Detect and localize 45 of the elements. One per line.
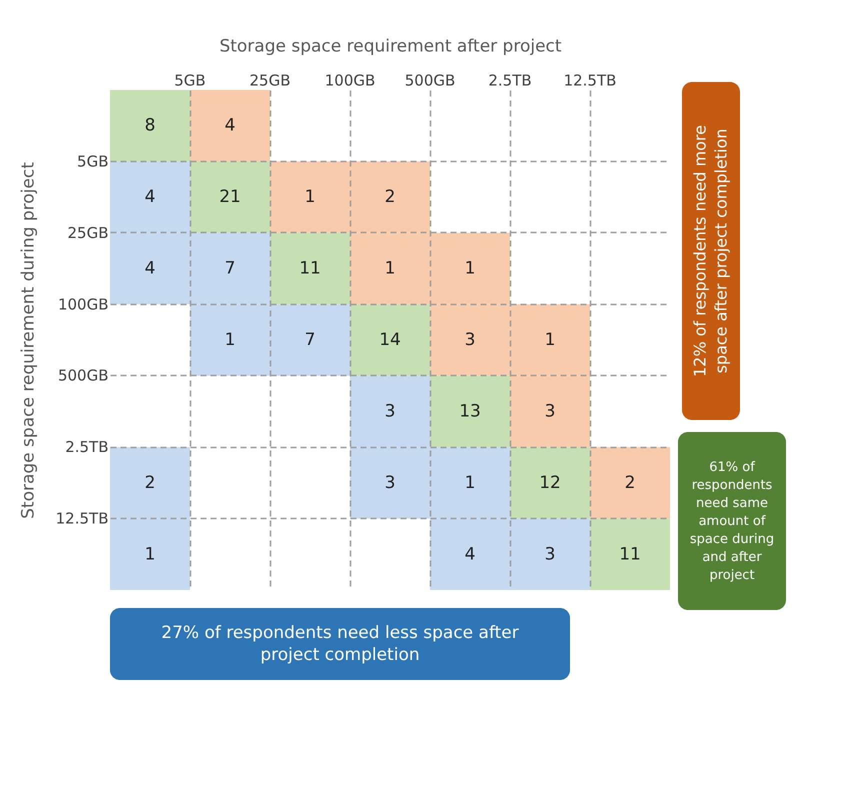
- y-tick-label: 25GB: [67, 224, 108, 242]
- data-label: 1: [224, 330, 236, 350]
- data-label: 1: [144, 544, 156, 564]
- data-label: 1: [544, 330, 556, 350]
- data-label: 4: [464, 544, 476, 564]
- x-tick-label: 5GB: [174, 72, 206, 90]
- y-tick-label: 100GB: [58, 295, 108, 314]
- y-tick-label: 12.5TB: [56, 510, 108, 528]
- data-label: 8: [144, 116, 156, 136]
- data-label: 21: [219, 187, 241, 208]
- y-axis-title: Storage space requirement during project: [18, 162, 39, 519]
- y-tick-label: 5GB: [77, 152, 108, 170]
- x-tick-label: 500GB: [404, 72, 456, 90]
- x-tick-label: 2.5TB: [488, 72, 532, 90]
- data-label: 1: [464, 472, 476, 493]
- data-label: 1: [384, 258, 396, 279]
- data-label: 11: [619, 544, 641, 564]
- data-label: 3: [544, 544, 556, 564]
- y-tick-label: 2.5TB: [65, 438, 108, 456]
- data-label: 1: [304, 187, 316, 208]
- data-label: 7: [224, 258, 236, 279]
- text: 12% of respondents need more space after project completion: [690, 125, 730, 377]
- data-label: 4: [144, 187, 156, 208]
- x-axis-title: Storage space requirement after project: [219, 36, 562, 56]
- data-label: 3: [464, 330, 476, 350]
- text: 27% of respondents need less space after project completion: [161, 623, 519, 665]
- data-label: 2: [624, 472, 636, 493]
- data-label: 11: [299, 258, 321, 279]
- data-label: 14: [379, 330, 401, 350]
- x-tick-label: 25GB: [249, 72, 291, 90]
- y-tick-label: 500GB: [58, 366, 108, 385]
- data-label: 7: [304, 330, 316, 350]
- text: 61% of respondents need same amount of space during and after project: [690, 460, 774, 583]
- x-tick-label: 12.5TB: [564, 72, 616, 90]
- x-tick-label: 100GB: [324, 72, 376, 90]
- data-label: 3: [384, 401, 396, 422]
- data-label: 2: [144, 472, 156, 493]
- data-label: 2: [384, 187, 396, 208]
- data-label: 1: [464, 258, 476, 279]
- data-label: 4: [144, 258, 156, 279]
- data-label: 12: [539, 472, 561, 493]
- data-label: 3: [544, 401, 556, 422]
- data-label: 4: [224, 116, 236, 136]
- data-label: 13: [459, 401, 481, 422]
- data-label: 3: [384, 472, 396, 493]
